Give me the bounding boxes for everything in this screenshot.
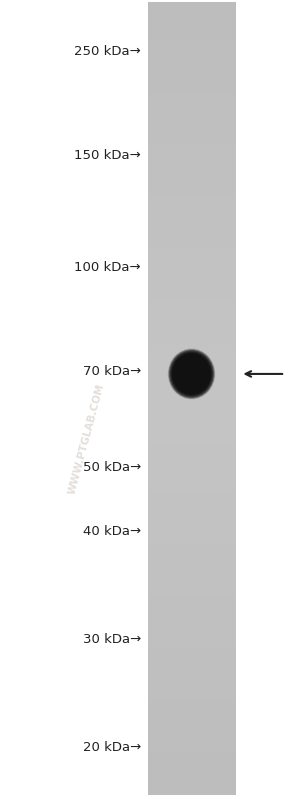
Text: 30 kDa→: 30 kDa→ <box>83 633 141 646</box>
Text: 20 kDa→: 20 kDa→ <box>83 741 141 753</box>
Ellipse shape <box>177 358 206 390</box>
Ellipse shape <box>173 354 210 394</box>
Ellipse shape <box>174 355 209 393</box>
Text: 150 kDa→: 150 kDa→ <box>74 149 141 162</box>
Ellipse shape <box>171 352 212 396</box>
Ellipse shape <box>179 360 204 388</box>
Text: 40 kDa→: 40 kDa→ <box>83 525 141 538</box>
Ellipse shape <box>170 351 213 397</box>
Ellipse shape <box>168 349 215 399</box>
Ellipse shape <box>171 352 212 396</box>
Ellipse shape <box>176 357 207 391</box>
Ellipse shape <box>172 353 211 395</box>
Text: 100 kDa→: 100 kDa→ <box>75 261 141 274</box>
Ellipse shape <box>176 357 207 391</box>
Ellipse shape <box>175 356 208 392</box>
Text: 70 kDa→: 70 kDa→ <box>83 365 141 378</box>
Ellipse shape <box>177 359 206 389</box>
Ellipse shape <box>169 350 214 398</box>
Ellipse shape <box>170 352 213 396</box>
Ellipse shape <box>174 356 209 392</box>
Ellipse shape <box>175 356 208 392</box>
Text: WWW.PTGLAB.COM: WWW.PTGLAB.COM <box>67 383 106 496</box>
Text: 250 kDa→: 250 kDa→ <box>74 46 141 58</box>
Ellipse shape <box>178 359 205 389</box>
Ellipse shape <box>179 361 204 387</box>
Ellipse shape <box>173 354 210 394</box>
Ellipse shape <box>178 360 205 388</box>
Ellipse shape <box>172 353 211 395</box>
Ellipse shape <box>179 360 204 388</box>
Text: 50 kDa→: 50 kDa→ <box>83 461 141 474</box>
Ellipse shape <box>169 350 214 398</box>
Ellipse shape <box>180 361 203 387</box>
